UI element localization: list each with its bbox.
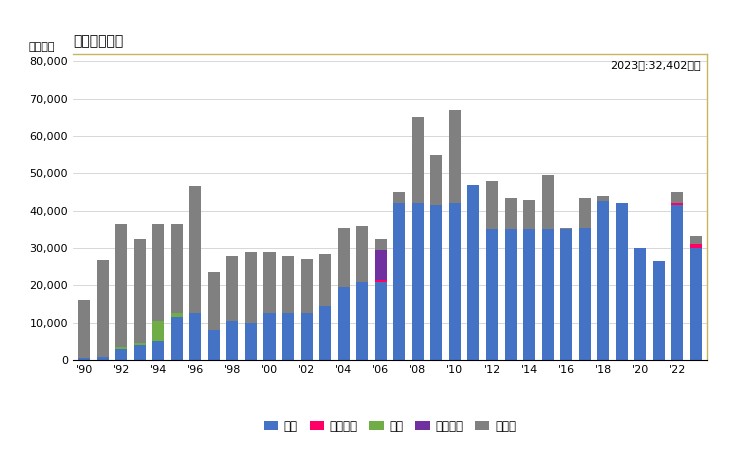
Bar <box>282 313 294 360</box>
Bar <box>96 357 109 360</box>
Bar <box>190 186 201 313</box>
Bar <box>338 228 350 287</box>
Bar <box>597 196 609 201</box>
Bar <box>449 110 461 203</box>
Bar <box>579 228 590 360</box>
Bar <box>96 261 109 357</box>
Bar <box>542 176 553 230</box>
Bar <box>319 254 331 306</box>
Bar <box>300 313 313 360</box>
Bar <box>78 300 90 358</box>
Bar <box>671 192 684 203</box>
Bar <box>133 345 146 360</box>
Bar <box>152 224 164 321</box>
Bar <box>171 313 183 317</box>
Text: 2023年:32,402トン: 2023年:32,402トン <box>610 60 701 70</box>
Bar <box>486 230 498 360</box>
Bar <box>133 238 146 343</box>
Bar <box>430 155 443 205</box>
Bar <box>579 198 590 228</box>
Bar <box>653 261 665 360</box>
Bar <box>671 203 684 205</box>
Legend: 中国, ベトナム, 米国, モロッコ, その他: 中国, ベトナム, 米国, モロッコ, その他 <box>259 415 521 437</box>
Bar <box>375 238 387 250</box>
Bar <box>171 224 183 313</box>
Bar <box>616 203 628 360</box>
Bar <box>560 230 572 360</box>
Bar <box>375 282 387 360</box>
Bar <box>523 230 535 360</box>
Bar <box>115 224 127 347</box>
Bar <box>504 230 517 360</box>
Bar <box>430 205 443 360</box>
Bar <box>504 198 517 230</box>
Bar <box>115 349 127 360</box>
Bar <box>263 313 276 360</box>
Bar <box>449 203 461 360</box>
Bar <box>78 358 90 360</box>
Bar <box>282 256 294 313</box>
Bar <box>542 230 553 360</box>
Bar <box>393 203 405 360</box>
Bar <box>300 259 313 313</box>
Bar <box>245 252 257 323</box>
Bar <box>263 252 276 313</box>
Bar <box>523 199 535 230</box>
Bar <box>690 236 702 243</box>
Bar <box>375 250 387 280</box>
Bar <box>690 243 702 248</box>
Text: 単位トン: 単位トン <box>28 42 55 52</box>
Bar <box>171 317 183 360</box>
Bar <box>412 203 424 360</box>
Bar <box>375 280 387 282</box>
Bar <box>412 117 424 203</box>
Bar <box>393 192 405 203</box>
Bar <box>208 330 220 360</box>
Bar <box>152 321 164 342</box>
Bar <box>356 282 368 360</box>
Bar <box>690 248 702 360</box>
Bar <box>634 248 647 360</box>
Bar <box>227 321 238 360</box>
Bar <box>597 202 609 360</box>
Bar <box>671 205 684 360</box>
Bar <box>486 181 498 230</box>
Bar <box>319 306 331 360</box>
Bar <box>208 272 220 330</box>
Bar <box>467 184 480 360</box>
Bar <box>597 201 609 202</box>
Bar <box>356 225 368 282</box>
Bar <box>245 323 257 360</box>
Bar <box>560 228 572 230</box>
Bar <box>190 313 201 360</box>
Bar <box>115 347 127 349</box>
Text: 輸入量の推移: 輸入量の推移 <box>73 35 123 49</box>
Bar <box>227 256 238 321</box>
Bar <box>133 343 146 345</box>
Bar <box>338 287 350 360</box>
Bar <box>152 342 164 360</box>
